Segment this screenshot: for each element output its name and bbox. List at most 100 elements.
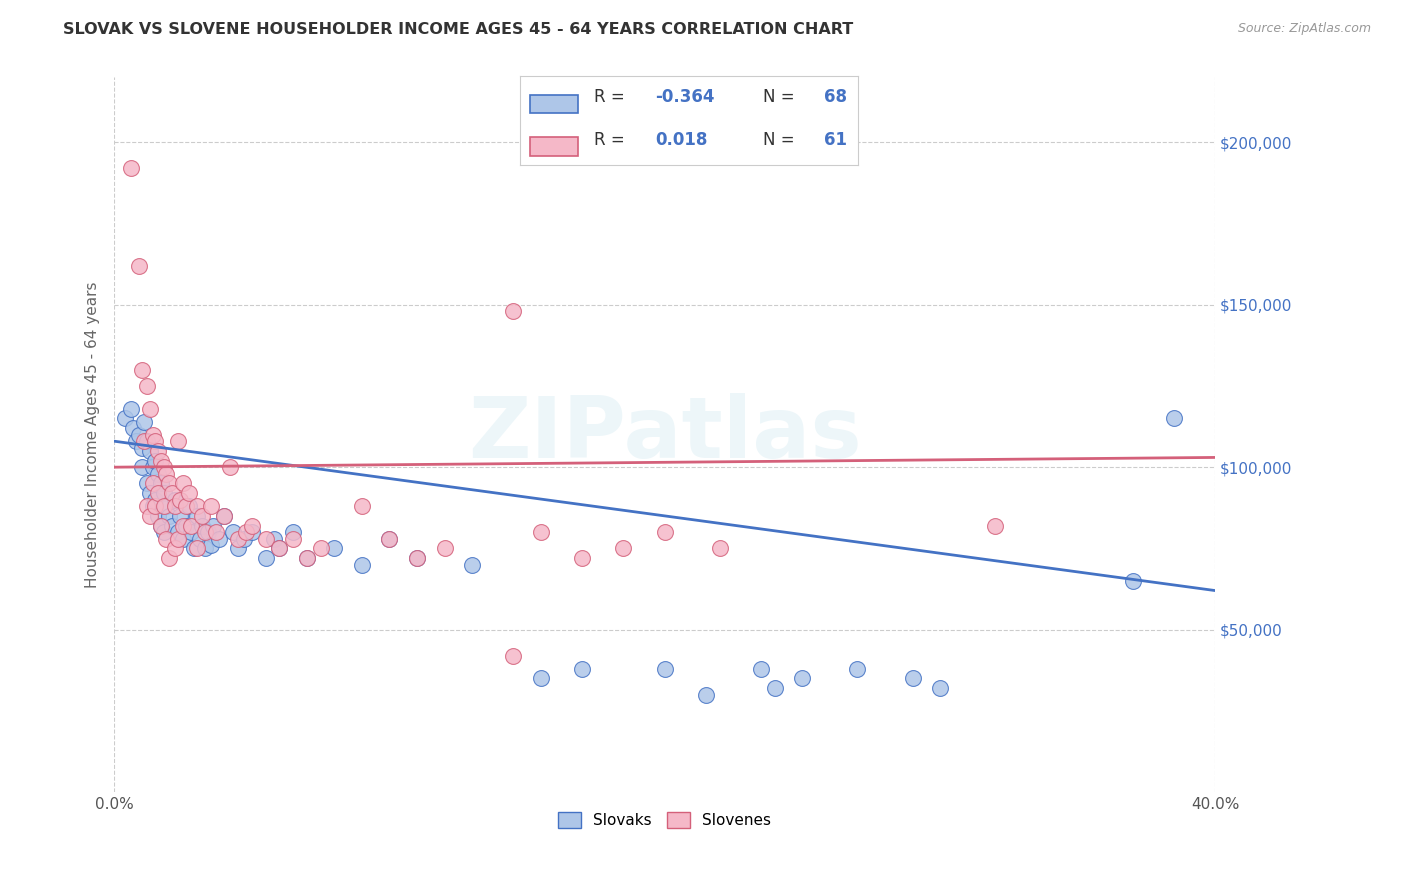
Point	[654, 661, 676, 675]
Point	[148, 444, 170, 458]
Point	[571, 551, 593, 566]
Point	[145, 434, 167, 449]
Point	[1163, 411, 1185, 425]
Text: SLOVAK VS SLOVENE HOUSEHOLDER INCOME AGES 45 - 64 YEARS CORRELATION CHART: SLOVAK VS SLOVENE HOUSEHOLDER INCOME AGE…	[63, 22, 853, 37]
Point	[269, 541, 291, 556]
Point	[929, 681, 952, 695]
Point	[128, 259, 150, 273]
Point	[142, 476, 165, 491]
Point	[269, 541, 291, 556]
Point	[134, 415, 156, 429]
Point	[128, 427, 150, 442]
Text: N =: N =	[763, 131, 800, 149]
Point	[295, 551, 318, 566]
Point	[654, 525, 676, 540]
Point	[378, 532, 401, 546]
Point	[139, 486, 162, 500]
Point	[142, 427, 165, 442]
Point	[461, 558, 484, 572]
Point	[145, 499, 167, 513]
Legend: Slovaks, Slovenes: Slovaks, Slovenes	[553, 806, 778, 834]
Point	[984, 518, 1007, 533]
Point	[136, 499, 159, 513]
Point	[200, 499, 222, 513]
Point	[1122, 574, 1144, 588]
Point	[163, 492, 186, 507]
Point	[152, 486, 174, 500]
Point	[174, 518, 197, 533]
Text: R =: R =	[595, 88, 630, 106]
Point	[136, 379, 159, 393]
Point	[152, 460, 174, 475]
Point	[571, 661, 593, 675]
Point	[152, 499, 174, 513]
Point	[136, 476, 159, 491]
Point	[157, 508, 180, 523]
Point	[191, 518, 214, 533]
Point	[139, 508, 162, 523]
Point	[155, 499, 177, 513]
Point	[709, 541, 731, 556]
Text: 0.018: 0.018	[655, 131, 707, 149]
Point	[240, 525, 263, 540]
Point	[150, 476, 173, 491]
Point	[172, 476, 194, 491]
Point	[191, 508, 214, 523]
Point	[152, 525, 174, 540]
Point	[145, 453, 167, 467]
Point	[139, 401, 162, 416]
Point	[281, 532, 304, 546]
Point	[433, 541, 456, 556]
Point	[148, 467, 170, 481]
Point	[232, 532, 254, 546]
Text: 68: 68	[824, 88, 846, 106]
Point	[406, 551, 429, 566]
Point	[163, 499, 186, 513]
Point	[166, 532, 188, 546]
FancyBboxPatch shape	[530, 137, 578, 156]
Point	[177, 486, 200, 500]
Point	[120, 401, 142, 416]
Point	[309, 541, 332, 556]
Point	[254, 532, 277, 546]
Point	[150, 518, 173, 533]
Point	[134, 434, 156, 449]
Text: -0.364: -0.364	[655, 88, 714, 106]
Point	[350, 499, 373, 513]
Point	[221, 525, 243, 540]
Point	[142, 460, 165, 475]
Point	[169, 508, 191, 523]
Point	[763, 681, 786, 695]
Point	[150, 453, 173, 467]
Point	[188, 532, 211, 546]
Point	[240, 518, 263, 533]
Point	[148, 508, 170, 523]
Point	[846, 661, 869, 675]
Point	[131, 460, 153, 475]
Text: Source: ZipAtlas.com: Source: ZipAtlas.com	[1237, 22, 1371, 36]
Point	[177, 499, 200, 513]
Point	[180, 518, 202, 533]
Point	[114, 411, 136, 425]
FancyBboxPatch shape	[530, 95, 578, 113]
Point	[166, 434, 188, 449]
Point	[122, 421, 145, 435]
Text: 61: 61	[824, 131, 846, 149]
Point	[202, 518, 225, 533]
Point	[530, 671, 553, 685]
Point	[205, 525, 228, 540]
Point	[749, 661, 772, 675]
Point	[160, 486, 183, 500]
Text: N =: N =	[763, 88, 800, 106]
Point	[125, 434, 148, 449]
Point	[183, 541, 205, 556]
Point	[166, 525, 188, 540]
Point	[163, 541, 186, 556]
Point	[142, 499, 165, 513]
Point	[502, 304, 524, 318]
Point	[200, 538, 222, 552]
Point	[186, 508, 208, 523]
Point	[378, 532, 401, 546]
Point	[186, 541, 208, 556]
Point	[139, 444, 162, 458]
